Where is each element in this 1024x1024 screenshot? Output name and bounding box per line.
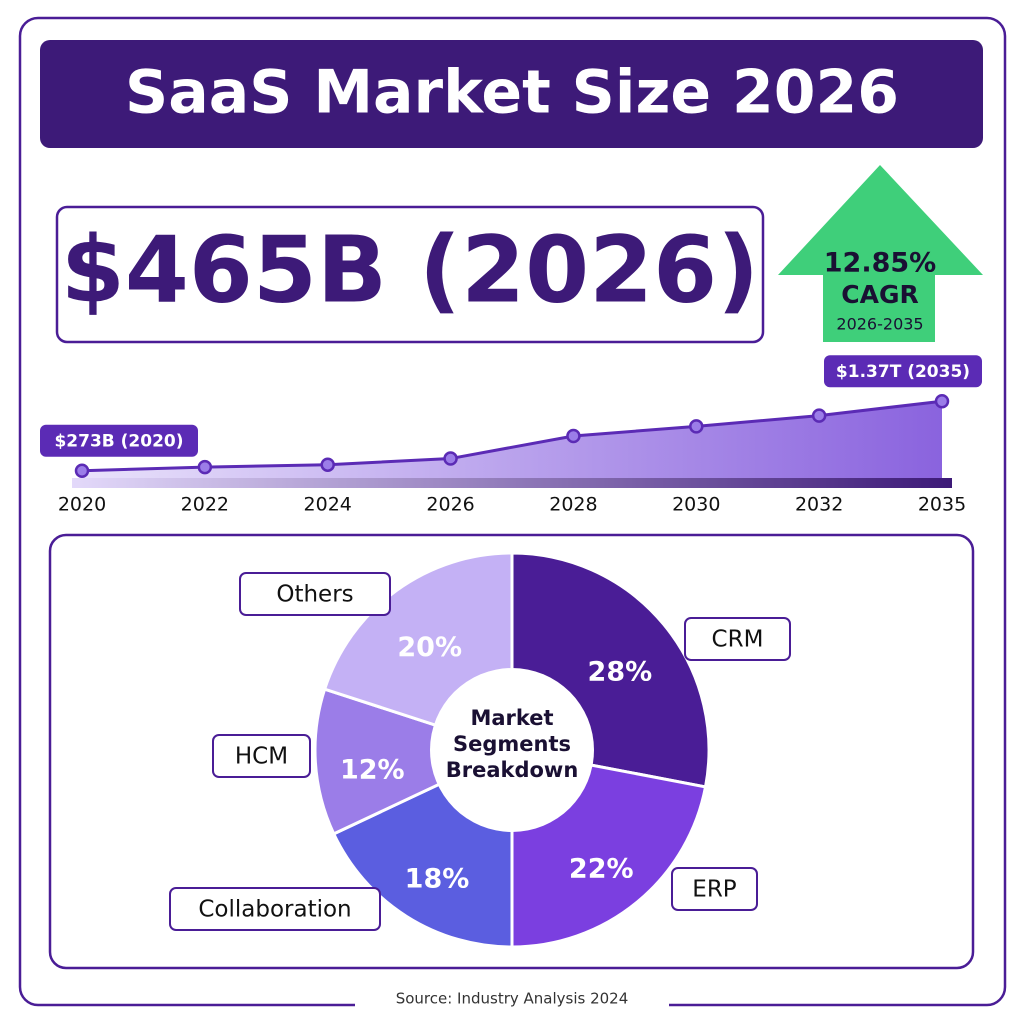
legend-label: Others (276, 582, 353, 608)
line-point (811, 408, 827, 423)
line-point (74, 463, 90, 478)
value-label-box (40, 424, 198, 457)
pie-title: Market Segments Breakdown (445, 706, 579, 782)
cagr-rate: 12.85% (824, 248, 936, 279)
pie-slice (313, 687, 517, 836)
line-path (81, 399, 943, 473)
title: SaaS Market Size 2026 (125, 58, 899, 128)
x-tick-label: 2022 (181, 494, 229, 516)
x-tick-label: 2028 (549, 494, 597, 516)
source-gap (355, 990, 669, 1010)
line-point (934, 393, 950, 409)
legend-box (671, 867, 758, 911)
legend-box (684, 617, 791, 661)
cagr-period: 2026-2035 (836, 315, 923, 334)
cagr-label: CAGR (841, 280, 918, 309)
pie-value-label: 18% (405, 864, 470, 895)
pie-value-label: 22% (569, 853, 634, 884)
x-tick-label: 2035 (918, 494, 966, 516)
line-point (443, 451, 458, 466)
x-tick-label: 2026 (426, 494, 474, 516)
legend-label: CRM (712, 627, 764, 653)
headline-box (55, 205, 765, 344)
line-point (689, 419, 704, 434)
pie-value-label: 20% (397, 632, 462, 663)
pie-hole (430, 668, 594, 832)
title-banner (40, 40, 983, 148)
source: Source: Industry Analysis 2024 (396, 990, 629, 1008)
line-point (566, 428, 581, 444)
legend-box (239, 572, 391, 616)
legend-label: HCM (235, 744, 288, 770)
pie-value-label: 12% (340, 754, 405, 785)
x-tick-label: 2024 (304, 494, 352, 516)
legend-label: Collaboration (198, 897, 351, 923)
legend-box (212, 734, 311, 778)
value-label: $273B (2020) (54, 432, 183, 452)
legend-box (169, 887, 381, 931)
line-point (320, 457, 335, 472)
value-label: $1.37T (2035) (836, 362, 970, 382)
value-label-box (824, 355, 982, 388)
x-tick-label: 2032 (795, 494, 843, 516)
x-tick-label: 2020 (58, 494, 106, 516)
pie-value-label: 28% (588, 656, 653, 687)
axis-strip (72, 478, 952, 488)
headline: $465B (2026) (61, 216, 759, 323)
line-point (197, 459, 213, 475)
x-tick-label: 2030 (672, 494, 720, 516)
growth-arrow (778, 165, 983, 342)
legend-label: ERP (692, 877, 737, 903)
